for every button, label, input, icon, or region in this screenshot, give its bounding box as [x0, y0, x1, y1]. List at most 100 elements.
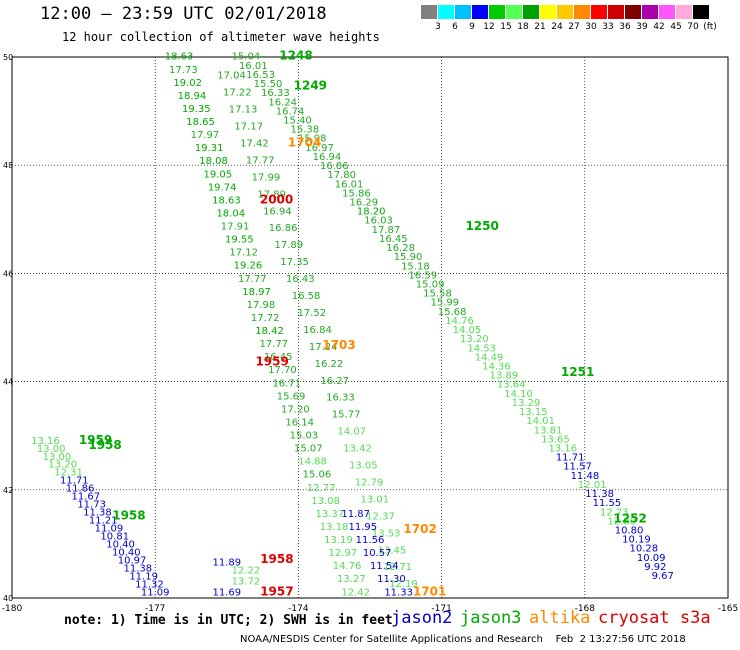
legend-tick-label: 21: [534, 22, 546, 32]
longitude-tick-label: -171: [431, 604, 451, 614]
legend-swatch: [574, 5, 591, 19]
swh-value: 12.31: [54, 468, 83, 479]
legend-swatch: [489, 5, 506, 19]
swh-value: 13.20: [48, 460, 77, 471]
swh-value: 12.37: [366, 511, 395, 522]
satellite-label-jason2: jason2: [391, 608, 453, 628]
legend-swatch: [523, 5, 540, 19]
swh-value: 16.01: [239, 61, 268, 72]
swh-value: 11.69: [212, 587, 241, 598]
swh-value: 11.09: [141, 587, 170, 598]
swh-value: 18.42: [255, 326, 284, 337]
swh-value: 16.86: [269, 223, 298, 234]
swh-value: 12.22: [232, 566, 261, 577]
swh-value: 19.35: [182, 104, 211, 115]
swh-value: 12.71: [383, 562, 412, 573]
swh-value: 10.09: [637, 553, 666, 564]
swh-value: 16.29: [349, 197, 378, 208]
pass-time-label: 1958: [260, 552, 293, 566]
longitude-tick-label: -177: [145, 604, 165, 614]
legend-tick-label: 12: [483, 22, 495, 32]
swh-value: 19.31: [195, 143, 224, 154]
swh-value: 11.09: [95, 524, 124, 535]
swh-value: 10.28: [630, 544, 659, 555]
swh-value: 16.14: [285, 417, 314, 428]
swh-value: 13.81: [534, 425, 563, 436]
credit-line: NOAA/NESDIS Center for Satellite Applica…: [240, 634, 686, 645]
pass-time-label: 1250: [465, 219, 498, 233]
swh-value: 13.72: [232, 576, 261, 587]
swh-value: 17.80: [327, 170, 356, 181]
swh-value: 14.49: [475, 352, 504, 363]
swh-value: 13.89: [490, 371, 519, 382]
pass-time-label: 1957: [260, 584, 293, 598]
swh-value: 16.03: [364, 216, 393, 227]
legend-tick-label: 6: [452, 22, 458, 32]
footnote: note: 1) Time is in UTC; 2) SWH is in fe…: [64, 613, 393, 628]
swh-value: 16.97: [305, 143, 334, 154]
swh-value: 19.05: [204, 169, 233, 180]
swh-value: 17.98: [247, 300, 276, 311]
legend-swatch: [557, 5, 574, 19]
swh-value: 10.80: [615, 526, 644, 537]
swh-value: 19.02: [173, 78, 202, 89]
swh-value: 15.18: [401, 261, 430, 272]
swh-value: 12.01: [578, 480, 607, 491]
swh-value: 17.22: [223, 88, 252, 99]
swh-value: 11.95: [349, 522, 378, 533]
swh-value: 11.67: [72, 492, 101, 503]
map-frame: [11, 56, 729, 599]
swh-value: 18.08: [199, 156, 228, 167]
latitude-tick-label: 46: [3, 269, 13, 278]
legend-tick-label: 36: [619, 22, 631, 32]
swh-value: 16.58: [292, 291, 321, 302]
pass-time-label: 1248: [279, 49, 312, 63]
swh-value: 15.50: [254, 79, 283, 90]
legend-swatch: [540, 5, 557, 19]
swh-value: 17.91: [221, 222, 250, 233]
swh-value: 13.19: [324, 535, 353, 546]
swh-value: 18.63: [165, 52, 194, 63]
swh-value: 15.86: [342, 188, 371, 199]
pass-time-label: 1959: [79, 433, 112, 447]
swh-value: 11.38: [83, 508, 112, 519]
legend-tick-label: 27: [568, 22, 580, 32]
swh-value: 13.18: [320, 522, 349, 533]
longitude-tick-label: -168: [575, 604, 596, 614]
swh-value: 13.00: [43, 452, 72, 463]
swh-value: 14.76: [445, 316, 474, 327]
swh-value: 17.42: [240, 138, 269, 149]
swh-value: 18.63: [212, 195, 241, 206]
swh-value: 11.32: [135, 579, 164, 590]
swh-value: 16.01: [335, 179, 364, 190]
swh-value: 16.74: [276, 106, 305, 117]
swh-value: 10.40: [112, 547, 141, 558]
satellite-label-altika: altika: [529, 608, 591, 628]
swh-value: 16.33: [261, 88, 290, 99]
swh-value: 13.45: [378, 545, 407, 556]
swh-value: 17.72: [251, 313, 280, 324]
pass-time-label: 1958: [88, 438, 121, 452]
longitude-tick-label: -180: [2, 604, 23, 614]
swh-value: 16.71: [272, 378, 301, 389]
swh-value: 19.26: [234, 261, 263, 272]
swh-value: 18.04: [216, 208, 245, 219]
swh-value: 14.53: [467, 343, 496, 354]
swh-value: 13.00: [37, 444, 66, 455]
swh-value: 17.87: [372, 225, 401, 236]
swh-value: 10.81: [100, 531, 129, 542]
swh-value: 16.94: [313, 152, 342, 163]
swh-value: 13.20: [460, 334, 489, 345]
legend-tick-label: 18: [517, 22, 529, 32]
map-subtitle: 12 hour collection of altimeter wave hei…: [62, 30, 380, 44]
pass-time-label: 1701: [413, 584, 446, 598]
swh-value: 10.40: [106, 539, 135, 550]
swh-value: 11.54: [370, 561, 399, 572]
pass-time-label: 1251: [561, 365, 594, 379]
swh-value: 11.33: [384, 587, 413, 598]
legend-swatch: [625, 5, 642, 19]
legend-tick-label: 70: [687, 22, 699, 32]
swh-value: 17.52: [297, 308, 326, 319]
swh-value: 11.87: [341, 509, 370, 520]
swh-value: 15.09: [416, 279, 445, 290]
